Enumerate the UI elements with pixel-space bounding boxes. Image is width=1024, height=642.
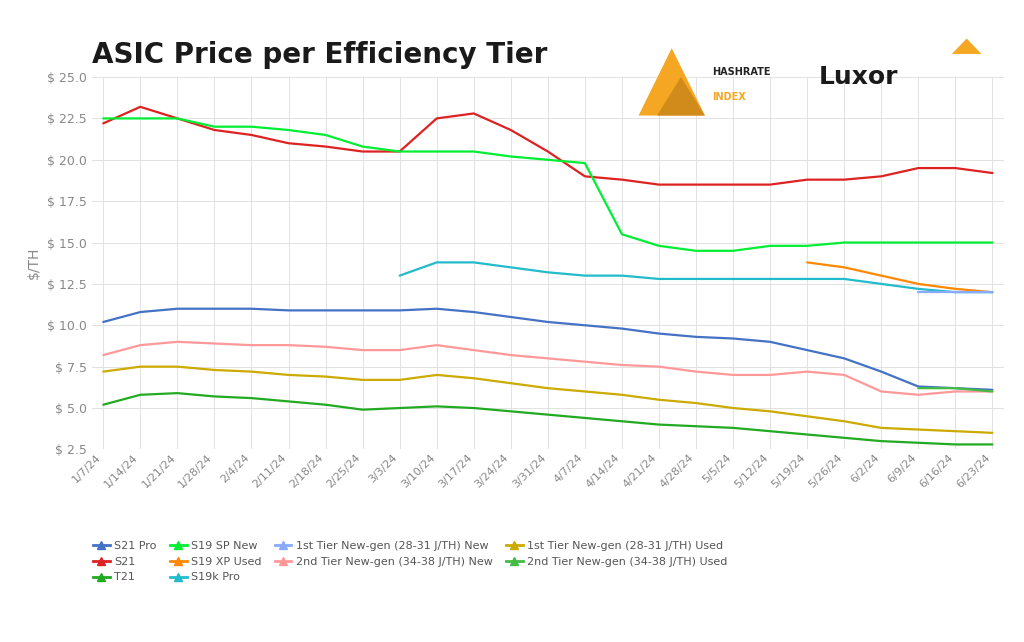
Text: HASHRATE: HASHRATE — [713, 67, 771, 78]
Legend: S21 Pro, S21, T21, S19 SP New, S19 XP Used, S19k Pro, 1st Tier New-gen (28-31 J/: S21 Pro, S21, T21, S19 SP New, S19 XP Us… — [89, 537, 732, 587]
Text: INDEX: INDEX — [713, 92, 746, 103]
Text: Luxor: Luxor — [819, 65, 899, 89]
Y-axis label: $/TH: $/TH — [28, 247, 41, 279]
Polygon shape — [657, 77, 705, 116]
Polygon shape — [639, 48, 705, 116]
Polygon shape — [952, 39, 981, 54]
Text: ASIC Price per Efficiency Tier: ASIC Price per Efficiency Tier — [92, 41, 548, 69]
